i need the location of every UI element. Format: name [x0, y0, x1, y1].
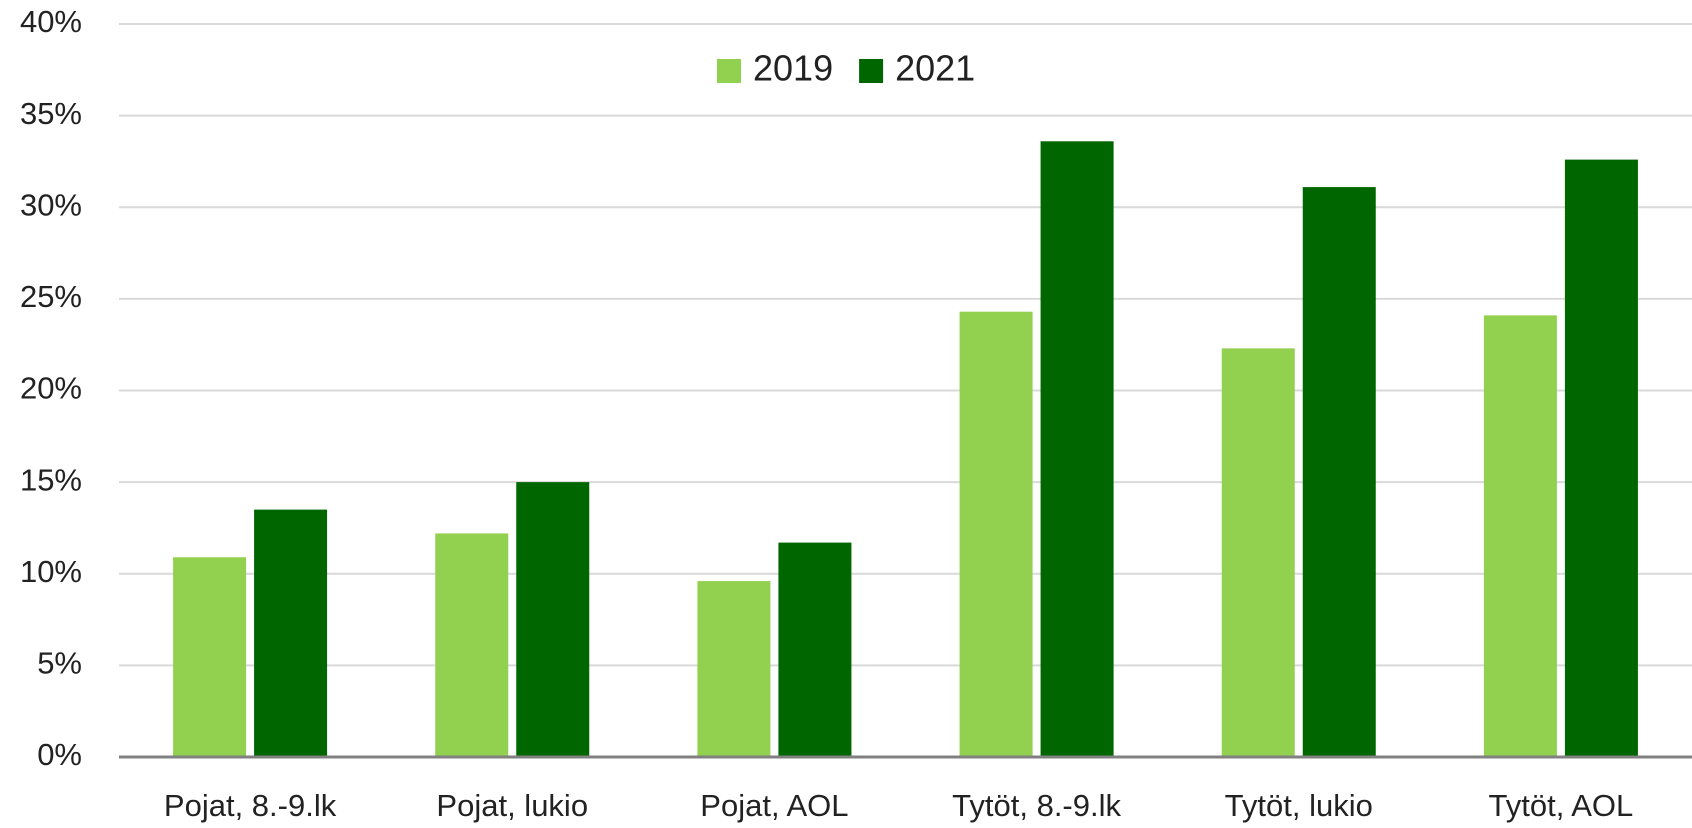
y-tick-label: 40% — [20, 4, 82, 39]
x-tick-label: Pojat, AOL — [700, 788, 848, 823]
bar — [1221, 348, 1295, 757]
y-tick-label: 15% — [20, 462, 82, 497]
bar — [435, 533, 509, 757]
bar — [959, 311, 1033, 757]
bar — [1040, 141, 1114, 757]
y-tick-label: 25% — [20, 279, 82, 314]
x-tick-label: Tytöt, lukio — [1225, 788, 1373, 823]
y-tick-label: 0% — [37, 737, 82, 772]
y-tick-label: 30% — [20, 187, 82, 222]
bar — [254, 509, 328, 757]
bar — [1564, 159, 1638, 758]
bar — [1302, 187, 1376, 757]
x-tick-label: Tytöt, AOL — [1489, 788, 1634, 823]
bar — [516, 482, 590, 757]
x-tick-label: Pojat, 8.-9.lk — [164, 788, 337, 823]
x-tick-label: Pojat, lukio — [436, 788, 588, 823]
x-tick-label: Tytöt, 8.-9.lk — [952, 788, 1121, 823]
y-tick-label: 5% — [37, 646, 82, 681]
bar — [173, 557, 247, 757]
y-tick-label: 20% — [20, 371, 82, 406]
legend-label: 2021 — [895, 48, 975, 89]
bar — [1483, 315, 1557, 757]
bar — [778, 542, 852, 757]
y-tick-label: 35% — [20, 96, 82, 131]
legend-label: 2019 — [753, 48, 833, 89]
bar — [697, 581, 771, 757]
legend-swatch — [859, 59, 884, 83]
legend-swatch — [717, 59, 741, 83]
y-tick-label: 10% — [20, 554, 82, 589]
